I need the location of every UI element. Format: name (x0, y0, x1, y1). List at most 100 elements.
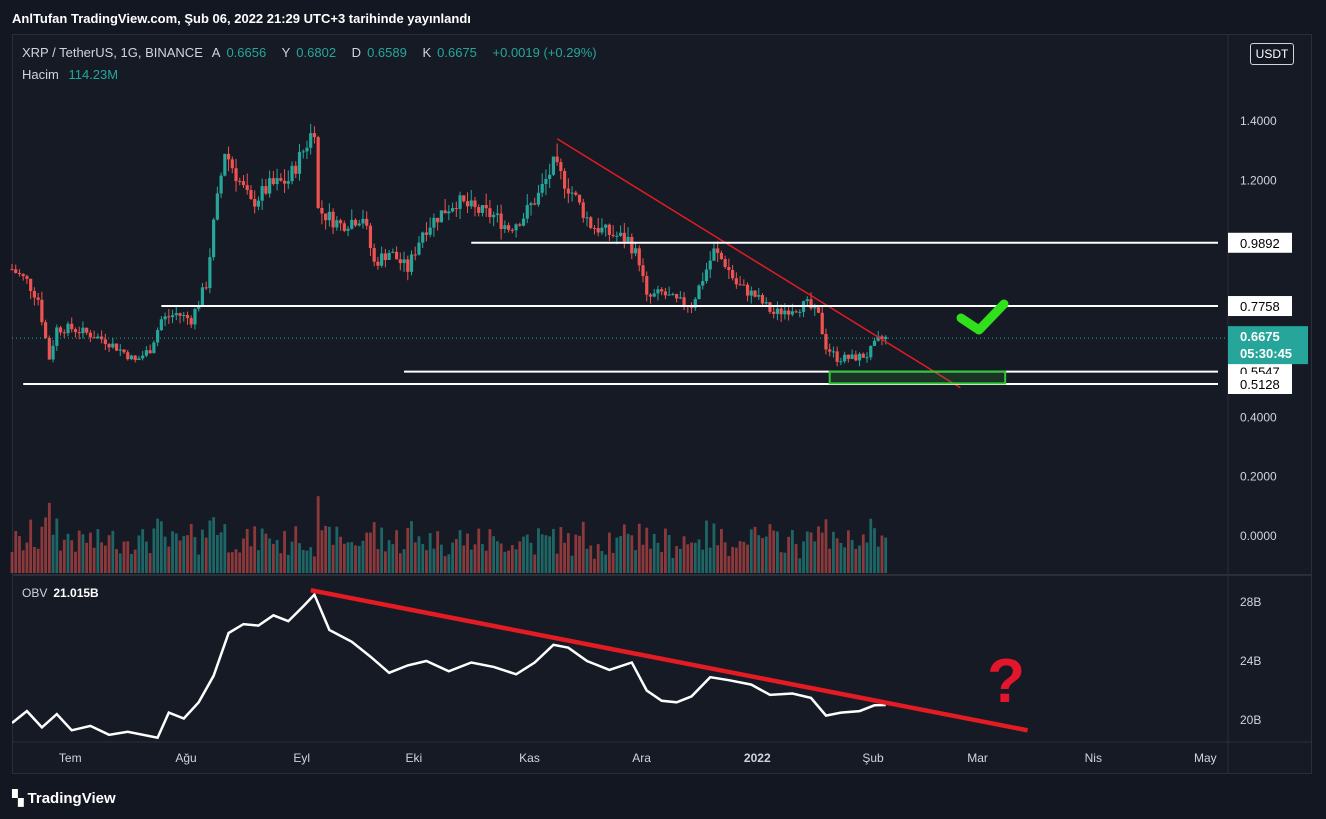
volume-bar (566, 533, 570, 573)
candle-body (559, 162, 563, 171)
candle-body (365, 218, 369, 226)
obv-line[interactable] (12, 592, 886, 740)
volume-bar (92, 547, 96, 573)
candle-body (447, 211, 451, 214)
volume-bar (36, 548, 40, 573)
volume-bar (402, 549, 406, 573)
volume-bar (641, 544, 645, 573)
obv-label[interactable]: OBV (22, 586, 48, 600)
time-axis-label: Şub (862, 751, 884, 765)
volume-bar (55, 518, 59, 573)
volume-bar (331, 544, 335, 573)
volume-bar (111, 530, 115, 573)
candle-body (828, 349, 832, 352)
volume-bar (29, 519, 33, 573)
volume-bar (428, 533, 432, 573)
volume-bar (376, 549, 380, 573)
symbol-label[interactable]: XRP / TetherUS, 1G, BINANCE (22, 45, 203, 60)
volume-bar (257, 550, 260, 573)
volume-bar (510, 545, 514, 573)
candle-body (309, 133, 313, 148)
volume-bar (570, 555, 574, 573)
volume-bar (466, 533, 469, 573)
volume-bar (772, 530, 776, 573)
volume-bar (103, 545, 107, 573)
candle-body (876, 336, 880, 341)
candle-body (488, 208, 492, 218)
volume-bar (335, 526, 339, 573)
volume-bar (383, 551, 387, 573)
candle-body (514, 224, 518, 231)
candle-body (671, 293, 675, 295)
candle-body (189, 318, 193, 325)
candle-body (282, 180, 287, 184)
volume-bar (159, 521, 163, 573)
volume-bar (596, 544, 600, 573)
tradingview-logo[interactable]: ▚ TradingView (12, 789, 116, 807)
candle-body (36, 297, 40, 300)
volume-bar (10, 552, 14, 573)
volume-bar (828, 548, 832, 573)
volume-bar (51, 534, 55, 573)
ohlc-legend: XRP / TetherUS, 1G, BINANCE A 0.6656 Y 0.6… (22, 45, 603, 60)
price-level-pill[interactable] (1228, 296, 1292, 317)
obv-trendline[interactable] (310, 587, 1029, 733)
price-trendline[interactable] (556, 138, 961, 389)
candle-body (689, 306, 694, 308)
volume-bar (693, 542, 697, 573)
candle-body (619, 232, 623, 236)
open-key: A (211, 45, 221, 60)
volume-bar (298, 543, 301, 573)
price-axis-label: 0.0000 (1240, 529, 1277, 543)
candle-body (353, 219, 358, 226)
candle-body (865, 357, 869, 359)
candle-body (268, 178, 272, 194)
volume-bar (156, 518, 160, 573)
currency-button[interactable]: USDT (1250, 43, 1294, 65)
volume-bar (776, 531, 779, 573)
volume-bar (107, 535, 111, 573)
price-axis-label: 1.2000 (1240, 173, 1277, 187)
volume-bar (783, 552, 787, 573)
volume-bar (477, 528, 481, 573)
candle-body (372, 247, 376, 262)
candle-body (148, 350, 152, 354)
volume-bar (839, 542, 843, 573)
volume-bar (89, 532, 92, 573)
volume-bar (14, 530, 18, 573)
volume-bar (522, 536, 525, 573)
volume-bar (764, 536, 768, 573)
volume-bar (18, 536, 21, 573)
volume-bar (578, 535, 581, 573)
candle-body (331, 211, 335, 228)
volume-bar (283, 531, 286, 573)
publication-title: AnlTufan TradingView.com, Şub 06, 2022 2… (12, 11, 471, 26)
volume-bar (290, 541, 294, 573)
candle-body (256, 200, 261, 207)
candle-body (880, 336, 884, 340)
volume-bar (309, 547, 313, 573)
obv-axis-label: 20B (1240, 713, 1261, 727)
price-level-pill[interactable] (1228, 373, 1292, 394)
volume-bar (425, 550, 428, 573)
volume-bar (884, 537, 888, 573)
volume-bar (365, 532, 369, 573)
candle-body (600, 227, 604, 233)
volume-label[interactable]: Hacim (22, 67, 59, 82)
volume-bar (861, 534, 865, 573)
volume-bar (540, 534, 544, 573)
last-price-pill[interactable] (1228, 326, 1308, 365)
volume-bar (518, 541, 522, 573)
volume-bar (100, 542, 104, 573)
volume-bar (410, 521, 413, 573)
volume-bar (809, 532, 813, 573)
candle-body (484, 205, 488, 209)
support-zone[interactable] (828, 370, 1007, 385)
volume-bar (779, 552, 783, 573)
candle-body (585, 217, 589, 219)
candle-body (215, 193, 219, 220)
price-level-pill[interactable] (1228, 232, 1292, 253)
volume-bar (369, 532, 372, 573)
volume-bar (738, 541, 742, 573)
